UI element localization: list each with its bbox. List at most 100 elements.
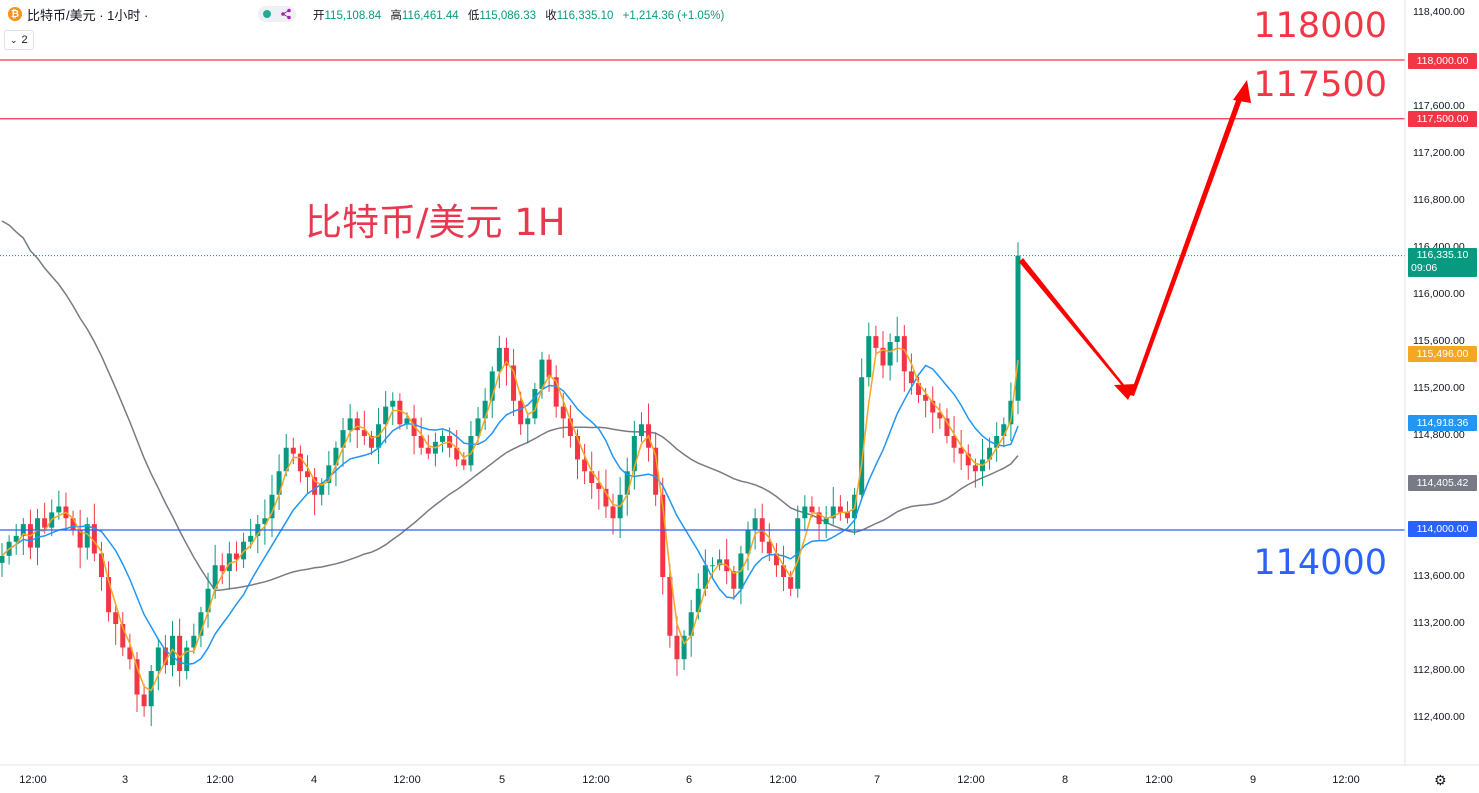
candle-body[interactable]: [823, 518, 829, 525]
candle-body[interactable]: [354, 418, 360, 431]
candle-body[interactable]: [589, 471, 595, 483]
candle-body[interactable]: [773, 553, 779, 566]
candle-body[interactable]: [781, 565, 787, 577]
candle-body[interactable]: [994, 436, 1000, 448]
candle-body[interactable]: [191, 635, 197, 648]
candle-body[interactable]: [425, 447, 431, 454]
candle-body[interactable]: [489, 371, 495, 401]
candle-body[interactable]: [319, 483, 325, 495]
candle-body[interactable]: [283, 447, 289, 472]
candle-body[interactable]: [539, 359, 545, 389]
candle-body[interactable]: [390, 400, 396, 407]
candle-body[interactable]: [653, 447, 659, 495]
candle-body[interactable]: [582, 459, 588, 472]
candle-body[interactable]: [305, 471, 311, 478]
candle-body[interactable]: [745, 530, 751, 554]
candle-body[interactable]: [184, 647, 190, 672]
candle-body[interactable]: [695, 588, 701, 613]
candle-body[interactable]: [290, 447, 296, 454]
candle-body[interactable]: [752, 518, 758, 530]
candle-body[interactable]: [496, 347, 502, 372]
market-status-pill[interactable]: [258, 6, 296, 22]
candle-body[interactable]: [766, 541, 772, 554]
candle-body[interactable]: [56, 506, 62, 513]
candle-body[interactable]: [347, 418, 353, 431]
candle-body[interactable]: [120, 624, 126, 648]
candle-body[interactable]: [873, 336, 879, 348]
candle-body[interactable]: [802, 506, 808, 519]
candle-body[interactable]: [248, 535, 254, 542]
candle-body[interactable]: [631, 436, 637, 472]
candle-body[interactable]: [816, 512, 822, 525]
candle-body[interactable]: [667, 577, 673, 636]
candle-body[interactable]: [77, 530, 83, 548]
candle-body[interactable]: [788, 577, 794, 589]
candle-body[interactable]: [866, 336, 872, 378]
candle-body[interactable]: [830, 506, 836, 519]
candle-body[interactable]: [368, 436, 374, 448]
candle-body[interactable]: [560, 406, 566, 419]
candle-body[interactable]: [887, 342, 893, 366]
candle-body[interactable]: [709, 565, 715, 567]
indicator-toggle[interactable]: ⌄ 2: [4, 30, 34, 50]
candle-body[interactable]: [148, 671, 154, 707]
candle-body[interactable]: [958, 447, 964, 454]
candle-body[interactable]: [930, 400, 936, 413]
candle-body[interactable]: [13, 535, 19, 542]
candle-body[interactable]: [717, 559, 723, 566]
candle-body[interactable]: [383, 406, 389, 425]
candle-body[interactable]: [297, 453, 303, 472]
candle-body[interactable]: [901, 336, 907, 372]
candle-body[interactable]: [880, 347, 886, 366]
candle-body[interactable]: [1008, 400, 1014, 425]
candle-body[interactable]: [219, 565, 225, 572]
candle-body[interactable]: [269, 494, 275, 519]
candle-body[interactable]: [546, 359, 552, 378]
candle-body[interactable]: [638, 424, 644, 436]
ma-slow-path[interactable]: [1, 220, 1019, 592]
candle-body[interactable]: [454, 447, 460, 460]
candle-body[interactable]: [226, 553, 232, 572]
candle-body[interactable]: [91, 524, 97, 554]
candle-body[interactable]: [702, 565, 708, 589]
candle-body[interactable]: [233, 553, 239, 560]
ma-mid-path[interactable]: [1, 364, 1019, 666]
candle-body[interactable]: [1015, 255, 1021, 401]
candle-body[interactable]: [511, 365, 517, 401]
candle-body[interactable]: [567, 418, 573, 436]
candle-body[interactable]: [944, 418, 950, 436]
candle-body[interactable]: [908, 371, 914, 384]
candle-body[interactable]: [660, 494, 666, 577]
candle-body[interactable]: [340, 430, 346, 448]
candle-body[interactable]: [113, 612, 119, 624]
candle-body[interactable]: [42, 518, 48, 528]
candle-body[interactable]: [596, 483, 602, 489]
candle-body[interactable]: [859, 377, 865, 495]
candle-body[interactable]: [503, 347, 509, 366]
candle-body[interactable]: [134, 659, 140, 695]
candle-body[interactable]: [312, 477, 318, 495]
candle-body[interactable]: [212, 565, 218, 589]
candle-body[interactable]: [0, 555, 5, 563]
candle-body[interactable]: [468, 436, 474, 466]
candle-body[interactable]: [809, 506, 815, 513]
candle-body[interactable]: [262, 518, 268, 525]
candle-body[interactable]: [937, 412, 943, 419]
candle-body[interactable]: [916, 383, 922, 395]
candle-body[interactable]: [525, 418, 531, 425]
candle-body[interactable]: [923, 394, 929, 401]
candle-body[interactable]: [35, 518, 41, 548]
candle-body[interactable]: [326, 465, 332, 483]
candle-body[interactable]: [475, 418, 481, 436]
candle-body[interactable]: [162, 647, 168, 666]
candle-body[interactable]: [440, 436, 446, 442]
candle-body[interactable]: [603, 488, 609, 507]
candle-body[interactable]: [837, 506, 843, 513]
ma-fast-path[interactable]: [1, 347, 1019, 692]
candle-body[interactable]: [518, 400, 524, 425]
candle-body[interactable]: [482, 400, 488, 419]
candle-body[interactable]: [106, 577, 112, 613]
candle-body[interactable]: [418, 436, 424, 448]
candle-body[interactable]: [674, 635, 680, 660]
candle-body[interactable]: [972, 465, 978, 472]
